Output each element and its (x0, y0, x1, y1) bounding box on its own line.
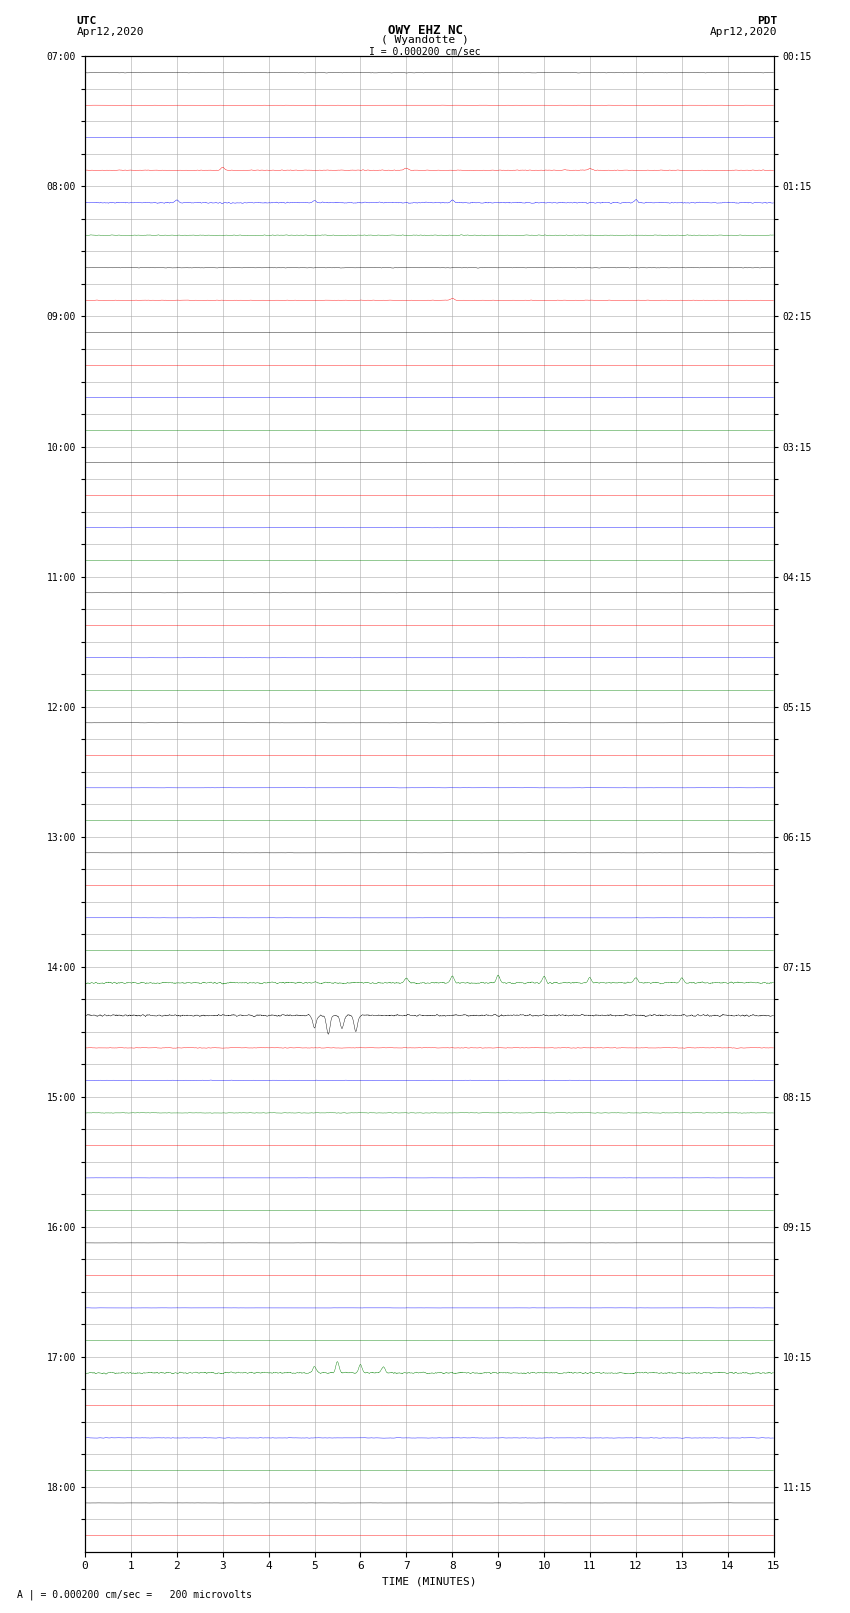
Text: I = 0.000200 cm/sec: I = 0.000200 cm/sec (369, 47, 481, 56)
Text: UTC: UTC (76, 16, 97, 26)
Text: PDT: PDT (757, 16, 778, 26)
X-axis label: TIME (MINUTES): TIME (MINUTES) (382, 1578, 477, 1587)
Text: Apr12,2020: Apr12,2020 (711, 27, 778, 37)
Text: Apr12,2020: Apr12,2020 (76, 27, 144, 37)
Text: OWY EHZ NC: OWY EHZ NC (388, 24, 462, 37)
Text: ( Wyandotte ): ( Wyandotte ) (381, 35, 469, 45)
Text: A | = 0.000200 cm/sec =   200 microvolts: A | = 0.000200 cm/sec = 200 microvolts (17, 1589, 252, 1600)
